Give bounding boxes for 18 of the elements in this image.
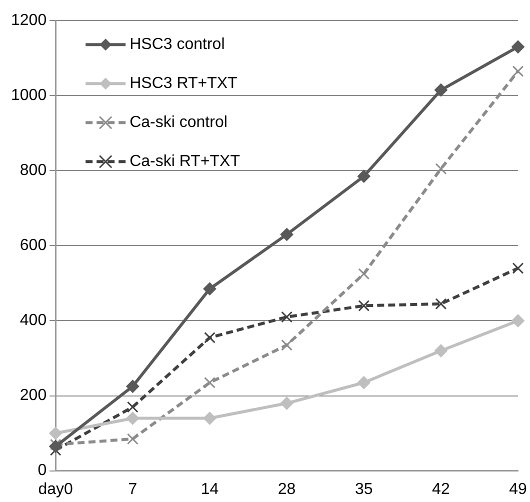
y-tick-label: 1000: [11, 87, 47, 104]
x-tick-label: 7: [128, 480, 138, 498]
x-tick-label: day0: [38, 480, 74, 498]
y-tick-label: 800: [20, 162, 47, 180]
y-tick-label: 600: [20, 237, 47, 254]
x-tick-label: 42: [432, 480, 450, 498]
x-tick-label: 14: [200, 480, 219, 498]
y-tick-label: 200: [20, 387, 47, 404]
legend-label: Ca-ski control: [130, 114, 228, 132]
x-tick-label: 49: [509, 480, 527, 498]
legend-label: Ca-ski RT+TXT: [130, 153, 240, 170]
y-tick-label: 1200: [11, 12, 47, 30]
legend-label: HSC3 RT+TXT: [130, 75, 238, 92]
x-tick-label: 35: [354, 480, 373, 498]
legend-label: HSC3 control: [130, 36, 225, 54]
y-tick-label: 400: [20, 312, 47, 330]
x-tick-label: 28: [278, 480, 296, 498]
y-tick-label: 0: [38, 462, 47, 480]
